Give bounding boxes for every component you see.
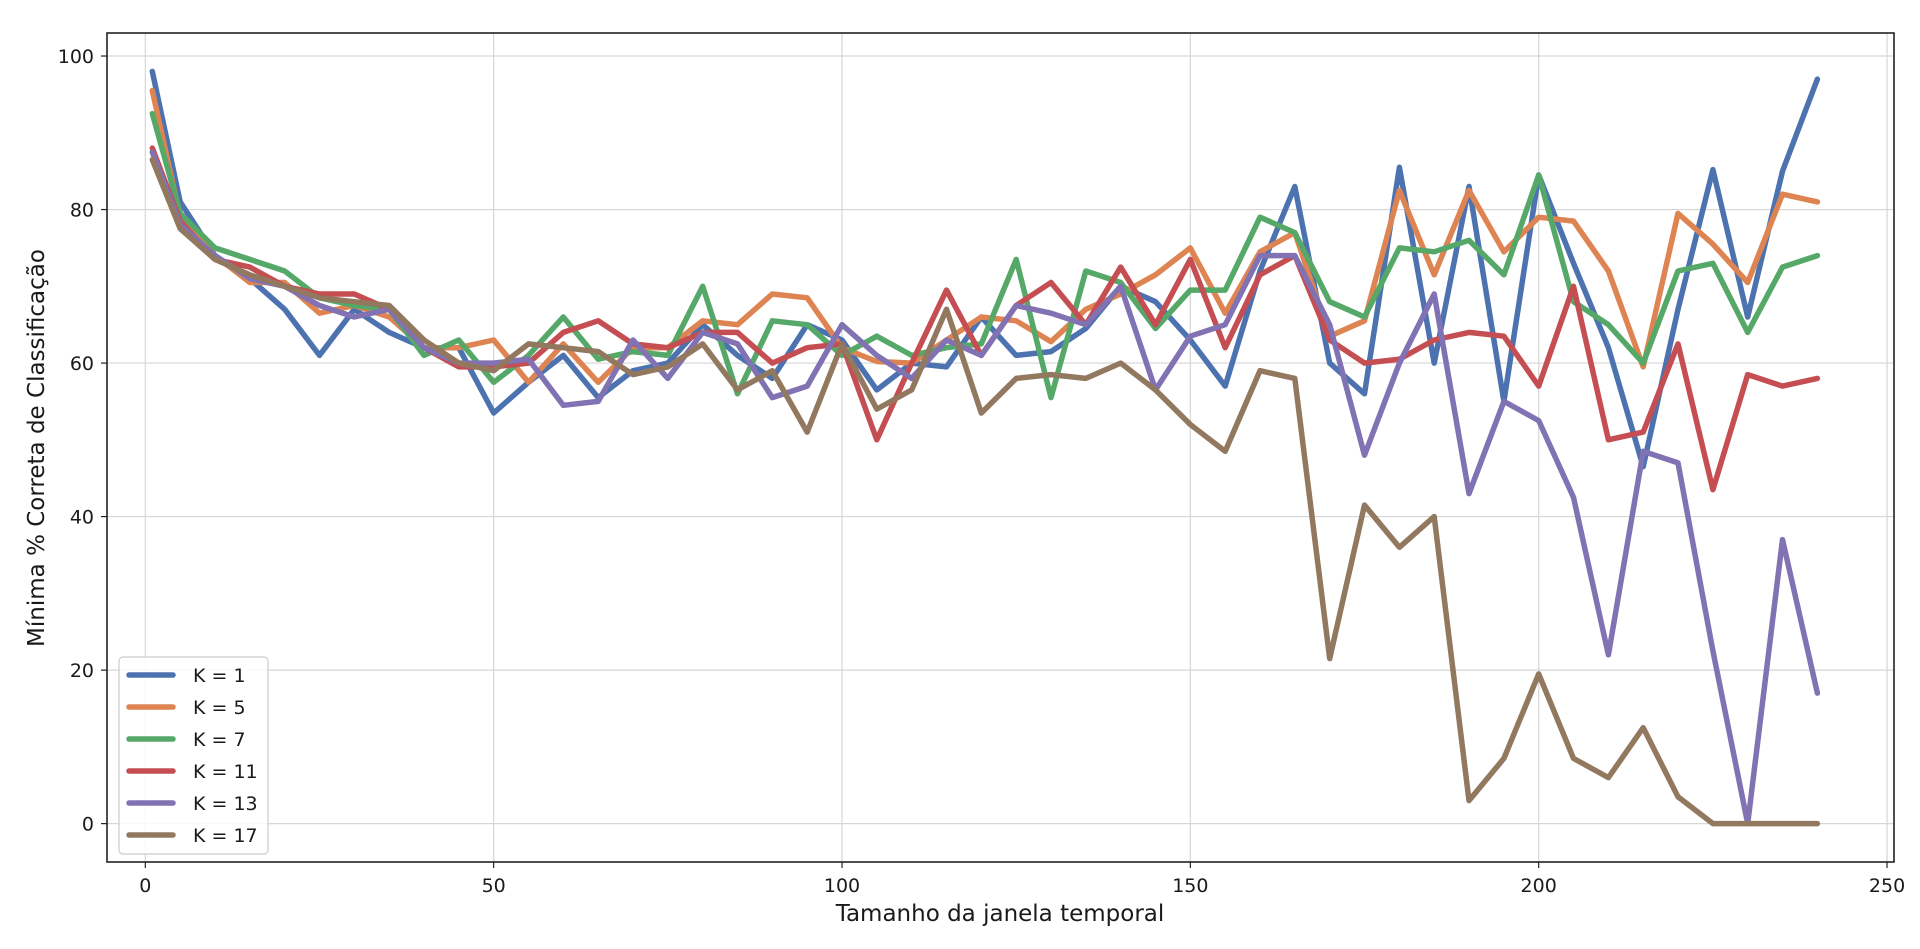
x-axis-label: Tamanho da janela temporal	[835, 901, 1165, 927]
y-tick-label: 20	[70, 660, 94, 682]
plot-background	[107, 33, 1894, 862]
legend-label: K = 13	[193, 793, 258, 815]
legend-label: K = 17	[193, 825, 258, 847]
axis-ticks: 0 50 100 150 200 250 0 20 40 60 80 100	[58, 46, 1905, 897]
y-tick-label: 0	[82, 814, 94, 836]
y-tick-label: 100	[58, 46, 94, 68]
x-tick-label: 200	[1521, 875, 1557, 897]
legend-label: K = 7	[193, 729, 246, 751]
legend-label: K = 5	[193, 697, 246, 719]
grid-lines	[107, 33, 1894, 862]
plot-frame	[106, 32, 1895, 863]
x-tick-label: 0	[139, 875, 151, 897]
x-tick-label: 100	[824, 875, 860, 897]
y-tick-label: 40	[70, 507, 94, 529]
series-line-k-13	[149, 149, 1821, 827]
legend-label: K = 11	[193, 761, 258, 783]
legend: K = 1 K = 5 K = 7 K = 11 K = 13 K = 17	[118, 656, 269, 855]
y-axis-label: Mínima % Correta de Classificação	[24, 249, 50, 647]
x-tick-label: 50	[482, 875, 506, 897]
series-line-k-7	[149, 110, 1821, 401]
legend-label: K = 1	[193, 665, 246, 687]
series-lines	[149, 68, 1821, 827]
y-tick-label: 60	[70, 353, 94, 375]
series-line-k-17	[149, 156, 1821, 827]
x-tick-label: 150	[1172, 875, 1208, 897]
y-tick-label: 80	[70, 200, 94, 222]
x-tick-label: 250	[1869, 875, 1905, 897]
